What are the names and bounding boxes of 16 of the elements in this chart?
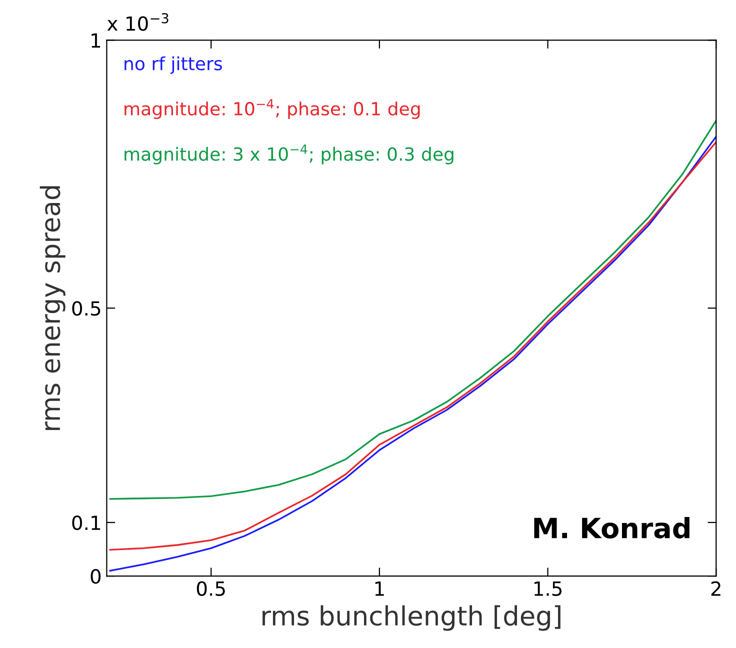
x-tick-label: 2 (711, 581, 720, 596)
x-tick-label: 1.5 (534, 582, 562, 596)
text: no rf jitters (124, 56, 222, 74)
text: magnitude: 10$^{−4}$; phase: 0.1 deg (124, 99, 420, 120)
x-axis-title: rms bunchlength [deg] (262, 605, 560, 631)
y-tick-label: 0.1 (72, 515, 100, 530)
text: x 10$^{−3}$ (107, 13, 168, 31)
annotation: M. Konrad (534, 517, 690, 539)
y-tick-label: 1 (92, 33, 100, 48)
y-tick-label: 0 (90, 569, 101, 584)
y-axis-title: rms energy spread (40, 186, 66, 430)
text: magnitude: 3 x 10$^{−4}$; phase: 0.3 deg (124, 144, 454, 164)
line-series (109, 120, 716, 500)
x-tick-label: 0.5 (196, 581, 225, 596)
y-tick-label: 0.5 (72, 301, 100, 316)
x-tick-label: 1 (375, 582, 384, 596)
